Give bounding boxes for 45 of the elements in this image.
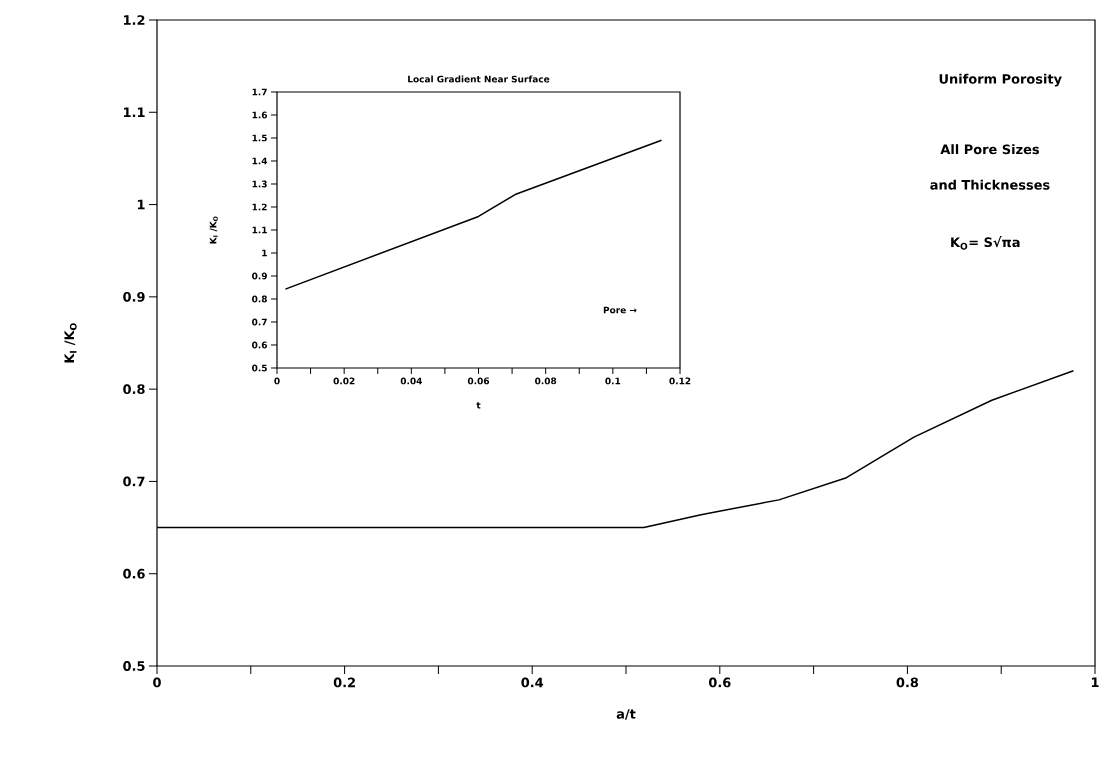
y-tick-label: 1.6	[252, 111, 268, 119]
x-tick-label: 0.12	[669, 377, 691, 385]
y-tick-label: 1.2	[124, 15, 145, 25]
y-tick-label: 1.1	[124, 107, 145, 117]
x-tick-label: 0	[153, 677, 161, 688]
annotation: All Pore Sizes	[940, 144, 1039, 155]
y-tick-label: 0.7	[123, 476, 145, 487]
annotation: Pore →	[603, 306, 637, 314]
y-tick-label: 0.6	[252, 341, 268, 349]
y-tick-label: 0.5	[123, 661, 145, 671]
y-tick-label: 1.3	[252, 180, 267, 188]
x-tick-label: 0	[274, 377, 280, 385]
line-series	[284, 139, 663, 290]
x-tick-label: 0.08	[535, 377, 557, 385]
y-tick-label: 1.7	[252, 88, 267, 96]
annotation: K$_{O}$= S√πa	[951, 236, 1020, 250]
y-axis-title: K$_{I}$ /K$_{O}$	[209, 216, 218, 244]
y-tick-label: 1	[262, 249, 267, 257]
x-tick-label: 0.04	[400, 377, 422, 385]
y-tick-label: 1	[137, 199, 145, 210]
x-tick-label: 0.1	[605, 377, 621, 385]
y-tick-label: 1.2	[252, 203, 267, 211]
y-tick-label: 0.8	[123, 384, 145, 395]
y-tick-label: 0.8	[252, 295, 267, 303]
y-tick-label: 0.9	[123, 291, 145, 302]
x-tick-label: 0.02	[333, 377, 355, 385]
y-tick-label: 1.4	[252, 157, 268, 165]
chart-title: Local Gradient Near Surface	[408, 75, 550, 83]
y-tick-label: 1.1	[252, 226, 267, 234]
y-tick-label: 0.6	[123, 568, 145, 579]
x-axis-title: t	[476, 402, 481, 409]
y-tick-label: 1.5	[252, 134, 267, 142]
x-tick-label: 1	[1091, 677, 1099, 687]
annotation: and Thicknesses	[930, 179, 1050, 190]
x-tick-label: 0.2	[333, 677, 355, 688]
x-tick-label: 0.8	[896, 677, 919, 688]
y-tick-label: 0.7	[252, 318, 267, 326]
x-tick-label: 0.6	[708, 677, 731, 688]
x-axis-title: a/t	[616, 709, 636, 720]
y-axis-title: K$_{I}$ /K$_{O}$	[64, 323, 77, 363]
y-tick-label: 0.9	[252, 272, 267, 280]
y-tick-label: 0.5	[252, 364, 267, 372]
x-tick-label: 0.06	[467, 377, 490, 385]
annotation: Uniform Porosity	[939, 73, 1062, 87]
x-tick-label: 0.4	[521, 677, 544, 688]
